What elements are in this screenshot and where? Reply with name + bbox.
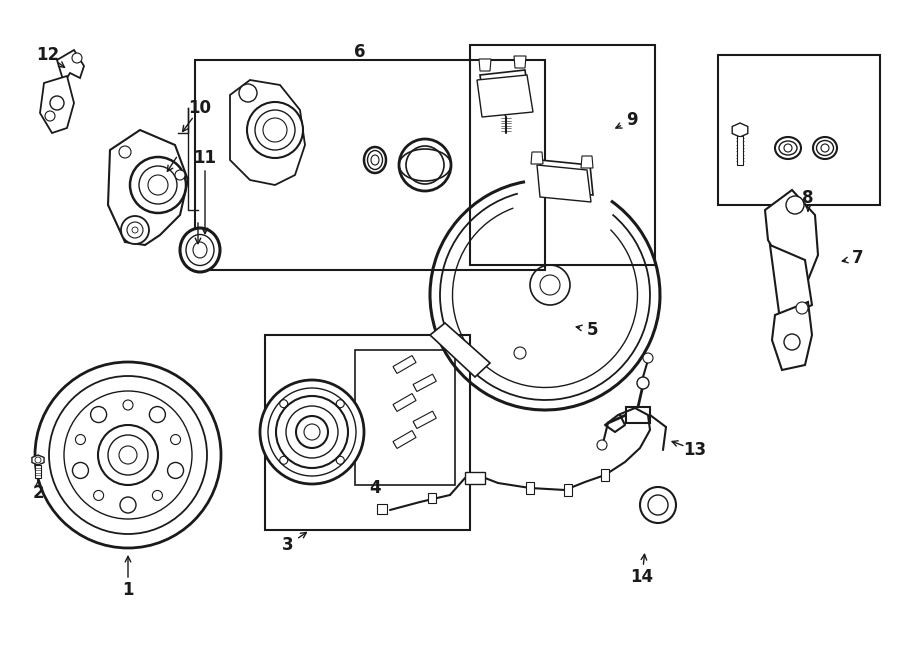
Circle shape xyxy=(784,334,800,350)
Polygon shape xyxy=(480,70,530,110)
Text: 4: 4 xyxy=(369,479,381,497)
Circle shape xyxy=(637,377,649,389)
Bar xyxy=(355,350,455,485)
Circle shape xyxy=(247,102,303,158)
Polygon shape xyxy=(765,190,818,280)
Bar xyxy=(195,60,545,270)
Ellipse shape xyxy=(813,137,837,159)
Polygon shape xyxy=(733,123,748,137)
Circle shape xyxy=(597,440,607,450)
Text: 5: 5 xyxy=(586,321,598,339)
Ellipse shape xyxy=(180,228,220,272)
Polygon shape xyxy=(526,482,534,494)
Polygon shape xyxy=(108,130,188,245)
Circle shape xyxy=(786,196,804,214)
Polygon shape xyxy=(772,302,812,370)
Polygon shape xyxy=(465,472,485,484)
Polygon shape xyxy=(540,160,593,195)
Circle shape xyxy=(175,170,185,180)
Text: 2: 2 xyxy=(32,484,44,502)
Text: 9: 9 xyxy=(626,111,638,129)
Polygon shape xyxy=(581,156,593,168)
Polygon shape xyxy=(531,152,543,164)
Polygon shape xyxy=(393,355,416,373)
Circle shape xyxy=(260,380,364,484)
Polygon shape xyxy=(377,504,387,514)
Bar xyxy=(718,55,880,205)
Polygon shape xyxy=(626,407,650,423)
Text: 10: 10 xyxy=(188,99,212,117)
Polygon shape xyxy=(479,59,491,71)
Polygon shape xyxy=(393,393,416,412)
Circle shape xyxy=(399,139,451,191)
Text: 12: 12 xyxy=(36,46,59,64)
Polygon shape xyxy=(230,80,305,185)
Bar xyxy=(470,45,655,265)
Polygon shape xyxy=(514,56,526,68)
Circle shape xyxy=(121,216,149,244)
Polygon shape xyxy=(393,430,416,448)
Polygon shape xyxy=(477,75,533,117)
Text: 14: 14 xyxy=(630,568,653,586)
Ellipse shape xyxy=(364,147,386,173)
Polygon shape xyxy=(57,50,84,83)
Circle shape xyxy=(492,89,504,101)
Text: 11: 11 xyxy=(194,149,217,167)
Polygon shape xyxy=(770,245,812,320)
Polygon shape xyxy=(430,323,490,377)
Text: 6: 6 xyxy=(355,43,365,61)
Polygon shape xyxy=(737,136,743,165)
Circle shape xyxy=(130,157,186,213)
Circle shape xyxy=(119,146,131,158)
Text: 7: 7 xyxy=(852,249,864,267)
Circle shape xyxy=(45,111,55,121)
Polygon shape xyxy=(413,374,436,391)
Polygon shape xyxy=(35,465,41,478)
Circle shape xyxy=(239,84,257,102)
Polygon shape xyxy=(564,484,572,496)
Text: 3: 3 xyxy=(283,536,293,554)
Bar xyxy=(265,335,470,530)
Polygon shape xyxy=(601,469,609,481)
Ellipse shape xyxy=(775,137,801,159)
Polygon shape xyxy=(413,411,436,428)
Polygon shape xyxy=(32,455,44,465)
Circle shape xyxy=(50,96,64,110)
Circle shape xyxy=(643,353,653,363)
Text: 13: 13 xyxy=(683,441,706,459)
Polygon shape xyxy=(428,493,436,503)
Polygon shape xyxy=(537,165,591,202)
Text: 8: 8 xyxy=(802,189,814,207)
Text: 1: 1 xyxy=(122,581,134,599)
Circle shape xyxy=(796,302,808,314)
Polygon shape xyxy=(40,76,74,133)
Circle shape xyxy=(72,53,82,63)
Circle shape xyxy=(35,457,41,463)
